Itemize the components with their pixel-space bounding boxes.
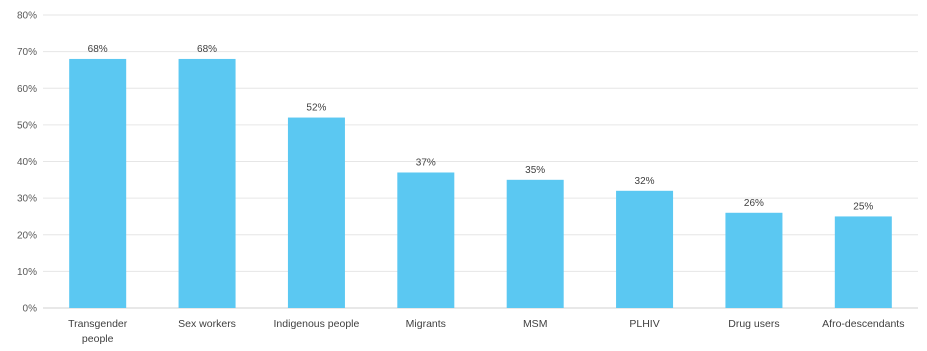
bar — [834, 216, 892, 308]
y-axis-ticks: 0% 10% 20% 30% 40% 50% 60% 70% 80% — [17, 11, 37, 315]
y-tick-label: 10% — [17, 267, 37, 278]
y-tick-label: 50% — [17, 120, 37, 131]
bar — [178, 58, 236, 309]
category-label: Afro-descendants — [822, 318, 904, 330]
data-label: 35% — [525, 165, 545, 176]
y-tick-label: 80% — [17, 11, 37, 22]
y-tick-label: 40% — [17, 157, 37, 168]
data-label: 37% — [416, 157, 436, 168]
category-label: Migrants — [406, 318, 446, 330]
category-label: Transgender people — [68, 318, 128, 345]
y-tick-label: 70% — [17, 47, 37, 58]
category-label: Indigenous people — [274, 318, 360, 330]
bars — [69, 58, 892, 309]
category-labels: Transgender people Sex workers Indigenous p… — [68, 318, 904, 345]
data-labels: 68% 68% 52% 37% 35% 32% 26% 25% — [88, 44, 874, 212]
bar — [287, 117, 345, 308]
bar — [616, 190, 674, 308]
y-tick-label: 20% — [17, 230, 37, 241]
data-label: 25% — [853, 201, 873, 212]
bar — [506, 179, 564, 308]
y-tick-label: 30% — [17, 194, 37, 205]
y-tick-label: 60% — [17, 84, 37, 95]
gridlines — [43, 14, 918, 309]
data-label: 68% — [88, 44, 108, 55]
data-label: 52% — [306, 103, 326, 114]
y-tick-label: 0% — [23, 304, 38, 315]
data-label: 26% — [744, 198, 764, 209]
data-label: 32% — [635, 176, 655, 187]
category-label: Sex workers — [178, 318, 236, 330]
data-label: 68% — [197, 44, 217, 55]
bar — [725, 212, 783, 308]
category-label: PLHIV — [629, 318, 659, 330]
category-label: Drug users — [728, 318, 779, 330]
bar — [397, 172, 455, 308]
bar — [69, 58, 127, 309]
category-label: MSM — [523, 318, 548, 330]
